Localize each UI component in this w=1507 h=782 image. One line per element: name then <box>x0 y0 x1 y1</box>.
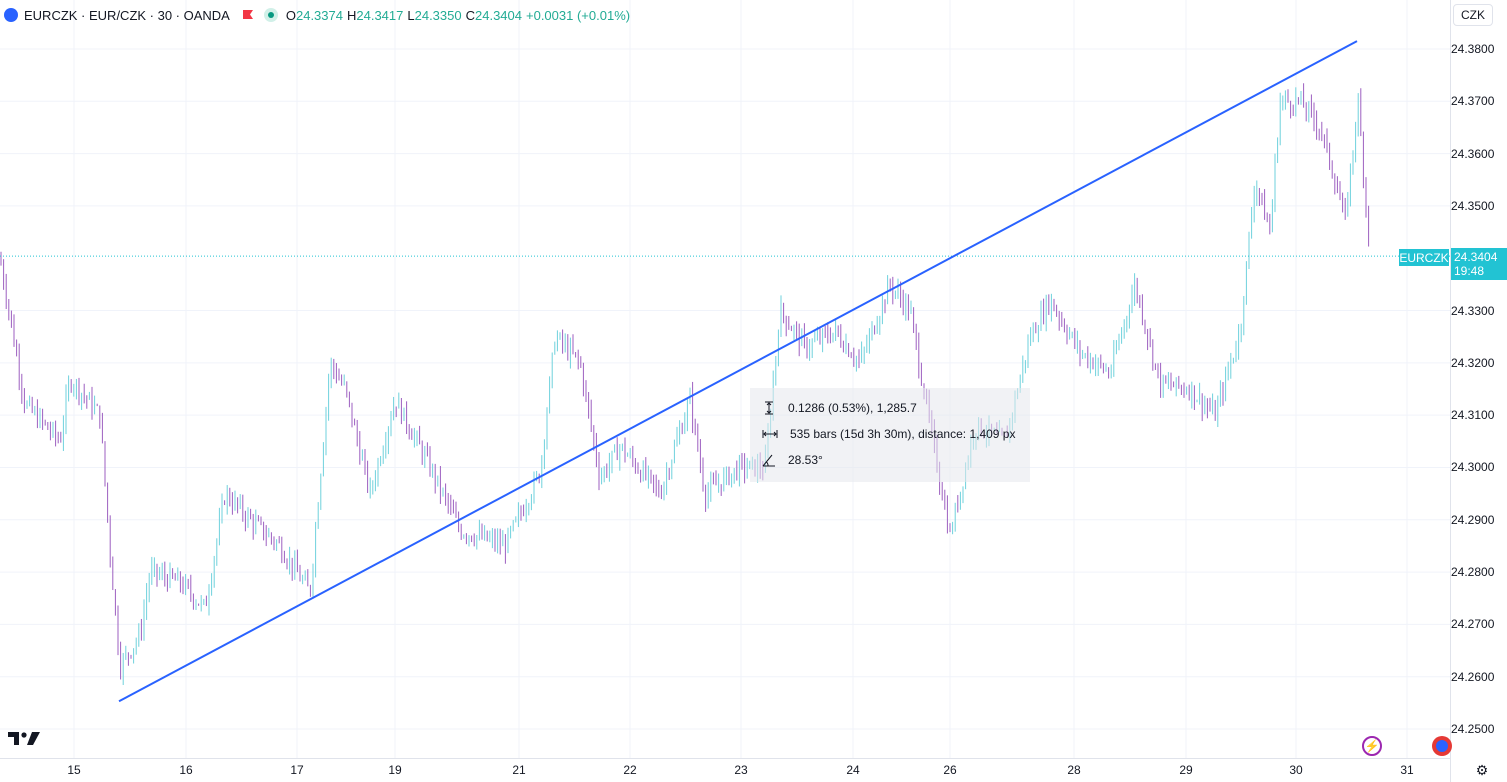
measure-angle-text: 28.53° <box>788 453 823 467</box>
last-price-symbol-tag: EURCZK <box>1399 249 1449 266</box>
time-scale-label: 23 <box>734 763 748 777</box>
time-scale-label: 22 <box>623 763 637 777</box>
symbol-header[interactable]: EURCZK · EUR/CZK · 30 · OANDA O 24.3374 … <box>4 5 630 25</box>
measure-price-row: 0.1286 (0.53%), 1,285.7 <box>762 400 917 416</box>
price-scale-label: 24.3600 <box>1451 146 1495 161</box>
time-scale-label: 16 <box>179 763 193 777</box>
low-value: 24.3350 <box>414 7 462 23</box>
high-value: 24.3417 <box>356 7 404 23</box>
time-scale-label: 31 <box>1400 763 1414 777</box>
price-scale-label: 24.3800 <box>1451 42 1495 56</box>
last-price-value: 24.3404 <box>1454 250 1498 264</box>
chart-grid <box>0 0 1450 758</box>
time-scale-label: 30 <box>1289 763 1303 777</box>
price-scale-label: 24.3700 <box>1451 94 1495 109</box>
angle-icon <box>762 454 775 467</box>
close-key: C <box>465 7 475 23</box>
high-key: H <box>346 7 357 23</box>
price-scale-label: 24.2800 <box>1451 565 1495 580</box>
ohlc-bars <box>0 83 1370 685</box>
measure-angle-row: 28.53° <box>762 452 823 468</box>
measure-bars-row: 535 bars (15d 3h 30m), distance: 1,409 p… <box>762 426 1015 442</box>
time-scale-label: 21 <box>512 763 526 777</box>
price-scale-label: 24.2700 <box>1451 617 1495 632</box>
vertical-range-icon <box>765 401 773 415</box>
change-value: +0.0031 (+0.01%) <box>526 7 631 23</box>
gear-icon[interactable]: ⚙ <box>1475 761 1489 778</box>
measure-price-text: 0.1286 (0.53%), 1,285.7 <box>788 401 917 415</box>
price-scale-label: 24.3100 <box>1451 408 1495 423</box>
last-price-tag: 24.3404 19:48 <box>1451 248 1507 280</box>
horizontal-range-icon <box>762 430 778 438</box>
time-scale-label: 26 <box>943 763 957 777</box>
price-scale-label: 24.2600 <box>1451 669 1495 684</box>
tradingview-logo-icon[interactable] <box>8 730 42 746</box>
bolt-icon[interactable]: ⚡ <box>1362 736 1382 756</box>
currency-button[interactable]: CZK <box>1453 4 1493 26</box>
measure-bars-text: 535 bars (15d 3h 30m), distance: 1,409 p… <box>790 427 1016 441</box>
price-scale-label: 24.3200 <box>1451 355 1495 370</box>
time-scale-label: 29 <box>1179 763 1193 777</box>
time-scale-label: 17 <box>290 763 304 777</box>
trendline <box>118 40 1358 703</box>
open-key: O <box>285 7 296 23</box>
price-scale-label: 24.3000 <box>1451 460 1495 475</box>
time-scale-label: 15 <box>67 763 81 777</box>
time-scale-label: 28 <box>1067 763 1081 777</box>
price-scale-label: 24.2900 <box>1451 512 1495 527</box>
price-scale-label: 24.2500 <box>1451 722 1495 736</box>
time-scale-label: 19 <box>388 763 402 777</box>
close-value: 24.3404 <box>475 7 522 23</box>
euro-flag-icon <box>4 8 18 22</box>
globe-icon[interactable] <box>1432 736 1452 756</box>
measure-tooltip: 0.1286 (0.53%), 1,285.7 535 bars (15d 3h… <box>750 388 1030 482</box>
symbol-title[interactable]: EURCZK · EUR/CZK · 30 · OANDA <box>24 7 230 23</box>
market-open-icon <box>263 8 278 22</box>
time-scale-label: 24 <box>846 763 860 777</box>
price-scale-label: 24.3500 <box>1451 198 1495 213</box>
price-scale-label: 24.3300 <box>1451 303 1495 318</box>
low-key: L <box>407 7 415 23</box>
flag-icon[interactable] <box>242 9 254 21</box>
open-value: 24.3374 <box>295 7 343 23</box>
bar-countdown: 19:48 <box>1454 264 1485 278</box>
